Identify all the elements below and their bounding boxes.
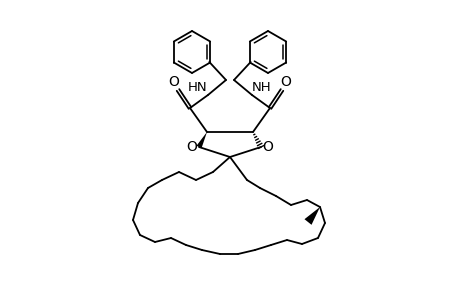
Text: O: O (168, 75, 179, 89)
Text: NH: NH (252, 80, 271, 94)
Text: O: O (186, 140, 197, 154)
Text: HN: HN (188, 80, 207, 94)
Text: O: O (280, 75, 291, 89)
Text: O: O (262, 140, 273, 154)
Polygon shape (196, 132, 207, 148)
Polygon shape (304, 207, 319, 225)
